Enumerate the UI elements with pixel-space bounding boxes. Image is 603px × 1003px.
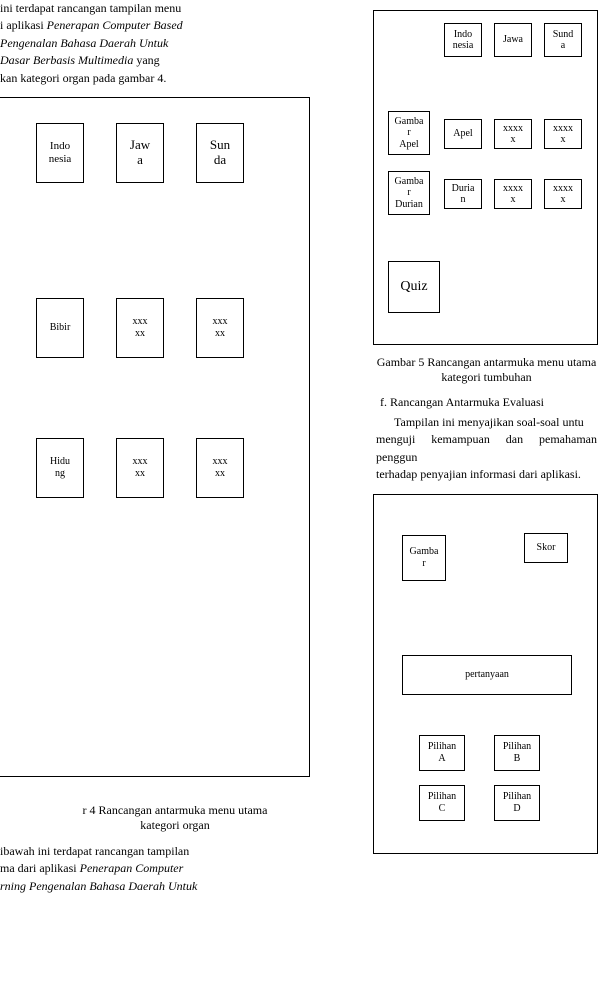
fig5-r1-gambar: Gamba r Apel [388, 111, 430, 155]
fig4-r2c2: xxx xx [116, 438, 164, 498]
fig4-header-jawa: Jaw a [116, 123, 164, 183]
left-intro-para: ini terdapat rancangan tampilan menu i a… [0, 0, 350, 87]
fig4-frame: Indo nesia Jaw a Sun da Bibir xxx xx xxx… [0, 97, 310, 777]
fig4-r2c1: Hidu ng [36, 438, 84, 498]
fig5-r1c3: xxxx x [544, 119, 582, 149]
page: ini terdapat rancangan tampilan menu i a… [0, 0, 603, 1003]
fig4-r1c2: xxx xx [116, 298, 164, 358]
fig5-header-sunda: Sund a [544, 23, 582, 57]
fig5-r1c2: xxxx x [494, 119, 532, 149]
fig4-r1c3: xxx xx [196, 298, 244, 358]
section-f-para: Tampilan ini menyajikan soal-soal untu m… [370, 414, 603, 484]
text: Penerapan Computer [80, 861, 184, 875]
text: menguji kemampuan dan pemahaman penggun [376, 432, 597, 463]
fig5-caption: Gambar 5 Rancangan antarmuka menu utama … [370, 355, 603, 385]
fig6-opt-b: Pilihan B [494, 735, 540, 771]
fig5-r2c3: xxxx x [544, 179, 582, 209]
fig6-gambar: Gamba r [402, 535, 446, 581]
text: Penerapan Computer Based [47, 18, 183, 32]
fig6-opt-d: Pilihan D [494, 785, 540, 821]
section-f-head: f. Rancangan Antarmuka Evaluasi [370, 395, 603, 410]
text: ma dari aplikasi [0, 861, 80, 875]
text: i aplikasi [0, 18, 47, 32]
text: Tampilan ini menyajikan soal-soal untu [394, 415, 584, 429]
text: ibawah ini terdapat rancangan tampilan [0, 844, 189, 858]
fig5-r2c2: xxxx x [494, 179, 532, 209]
left-column: ini terdapat rancangan tampilan menu i a… [0, 0, 350, 895]
right-column: Indo nesia Jawa Sund a Gamba r Apel Apel… [370, 0, 603, 854]
text: yang [133, 53, 159, 67]
text: Dasar Berbasis Multimedia [0, 53, 133, 67]
fig6-opt-c: Pilihan C [419, 785, 465, 821]
fig5-r2-gambar: Gamba r Durian [388, 171, 430, 215]
text: ini terdapat rancangan tampilan menu [0, 1, 181, 15]
fig5-header-jawa: Jawa [494, 23, 532, 57]
fig5-r2c1: Duria n [444, 179, 482, 209]
text: kan kategori organ pada gambar 4. [0, 71, 166, 85]
fig4-r1c1: Bibir [36, 298, 84, 358]
fig4-header-indo: Indo nesia [36, 123, 84, 183]
text: Pengenalan Bahasa Daerah Untuk [0, 36, 168, 50]
fig6-opt-a: Pilihan A [419, 735, 465, 771]
fig6-question: pertanyaan [402, 655, 572, 695]
fig5-r1c1: Apel [444, 119, 482, 149]
fig6-skor: Skor [524, 533, 568, 563]
fig4-r2c3: xxx xx [196, 438, 244, 498]
fig4-caption: r 4 Rancangan antarmuka menu utama kateg… [0, 803, 350, 833]
fig4-header-sunda: Sun da [196, 123, 244, 183]
fig6-frame: Gamba r Skor pertanyaan Pilihan A Piliha… [373, 494, 598, 854]
fig5-frame: Indo nesia Jawa Sund a Gamba r Apel Apel… [373, 10, 598, 345]
text: rning Pengenalan Bahasa Daerah Untuk [0, 879, 197, 893]
fig5-quiz-box: Quiz [388, 261, 440, 313]
fig4-wrapper: Indo nesia Jaw a Sun da Bibir xxx xx xxx… [0, 97, 350, 797]
fig5-header-indo: Indo nesia [444, 23, 482, 57]
text: terhadap penyajian informasi dari aplika… [376, 467, 581, 481]
left-bottom-para: ibawah ini terdapat rancangan tampilan m… [0, 843, 350, 895]
